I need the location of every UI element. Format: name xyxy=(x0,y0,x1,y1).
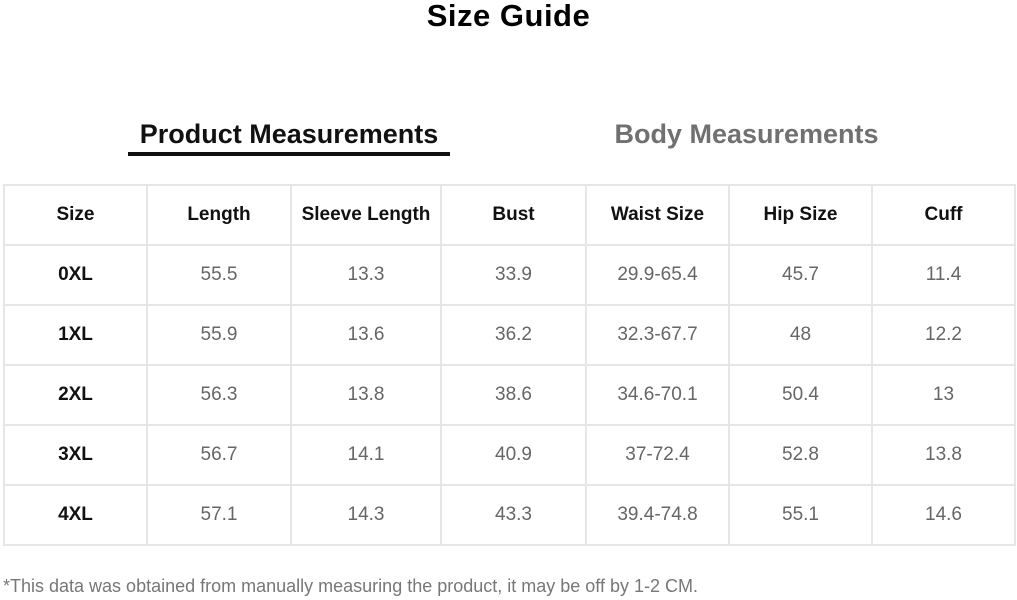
table-cell: 13.8 xyxy=(871,424,1016,486)
table-row: 0XL 55.5 13.3 33.9 29.9-65.4 45.7 11.4 xyxy=(3,244,1016,306)
table-cell: 12.2 xyxy=(871,304,1016,366)
measurement-disclaimer: *This data was obtained from manually me… xyxy=(3,576,699,596)
size-cell: 1XL xyxy=(3,304,148,366)
table-cell: 32.3-67.7 xyxy=(585,304,730,366)
table-cell: 11.4 xyxy=(871,244,1016,306)
table-cell: 13 xyxy=(871,364,1016,426)
table-cell: 36.2 xyxy=(440,304,587,366)
table-cell: 55.9 xyxy=(146,304,292,366)
table-row: 4XL 57.1 14.3 43.3 39.4-74.8 55.1 14.6 xyxy=(3,484,1016,546)
table-cell: 14.6 xyxy=(871,484,1016,546)
table-cell: 48 xyxy=(728,304,873,366)
table-cell: 56.7 xyxy=(146,424,292,486)
tab-body-measurements[interactable]: Body Measurements xyxy=(614,119,879,149)
table-cell: 34.6-70.1 xyxy=(585,364,730,426)
table-cell: 14.3 xyxy=(290,484,442,546)
table-cell: 39.4-74.8 xyxy=(585,484,730,546)
table-header-row: Size Length Sleeve Length Bust Waist Size Hip… xyxy=(3,184,1016,246)
table-cell: 29.9-65.4 xyxy=(585,244,730,306)
table-cell: 33.9 xyxy=(440,244,587,306)
size-cell: 0XL xyxy=(3,244,148,306)
column-header: Sleeve Length xyxy=(290,184,442,246)
column-header: Size xyxy=(3,184,148,246)
column-header: Bust xyxy=(440,184,587,246)
table-cell: 13.8 xyxy=(290,364,442,426)
column-header: Cuff xyxy=(871,184,1016,246)
table-cell: 13.3 xyxy=(290,244,442,306)
table-row: 2XL 56.3 13.8 38.6 34.6-70.1 50.4 13 xyxy=(3,364,1016,426)
table-cell: 55.5 xyxy=(146,244,292,306)
size-table: Size Length Sleeve Length Bust Waist Size Hip… xyxy=(3,184,1016,546)
table-row: 3XL 56.7 14.1 40.9 37-72.4 52.8 13.8 xyxy=(3,424,1016,486)
size-cell: 2XL xyxy=(3,364,148,426)
column-header: Hip Size xyxy=(728,184,873,246)
column-header: Length xyxy=(146,184,292,246)
table-cell: 40.9 xyxy=(440,424,587,486)
table-cell: 55.1 xyxy=(728,484,873,546)
table-cell: 52.8 xyxy=(728,424,873,486)
table-cell: 14.1 xyxy=(290,424,442,486)
page-title: Size Guide xyxy=(426,0,591,33)
tab-product-measurements[interactable]: Product Measurements xyxy=(128,119,450,156)
table-cell: 43.3 xyxy=(440,484,587,546)
column-header: Waist Size xyxy=(585,184,730,246)
size-cell: 4XL xyxy=(3,484,148,546)
table-cell: 37-72.4 xyxy=(585,424,730,486)
table-row: 1XL 55.9 13.6 36.2 32.3-67.7 48 12.2 xyxy=(3,304,1016,366)
table-cell: 57.1 xyxy=(146,484,292,546)
table-cell: 13.6 xyxy=(290,304,442,366)
table-cell: 56.3 xyxy=(146,364,292,426)
table-cell: 45.7 xyxy=(728,244,873,306)
table-cell: 38.6 xyxy=(440,364,587,426)
size-cell: 3XL xyxy=(3,424,148,486)
table-cell: 50.4 xyxy=(728,364,873,426)
